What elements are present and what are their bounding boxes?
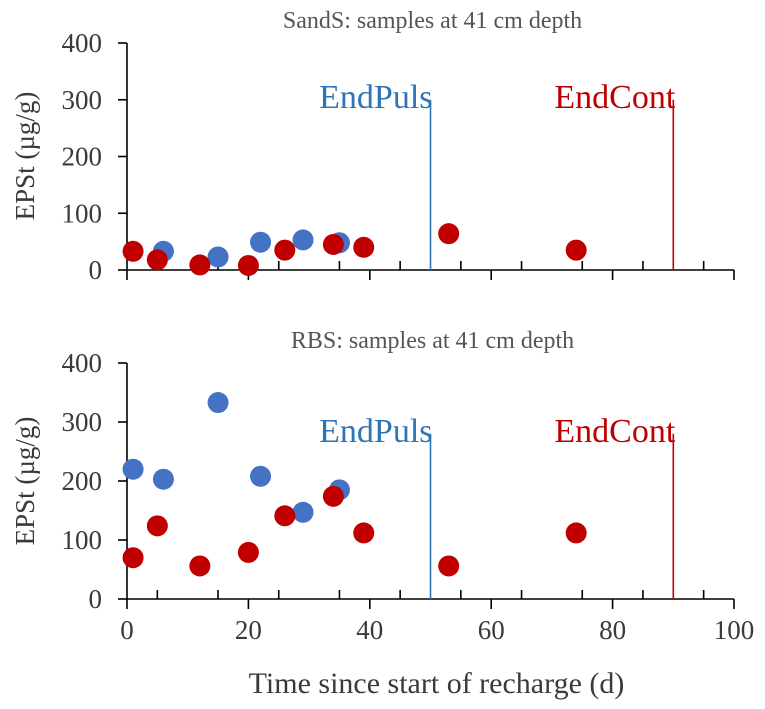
panel1-point-red (122, 240, 144, 262)
panel1-title: SandS: samples at 41 cm depth (283, 8, 582, 34)
panel2-point-red (438, 555, 460, 577)
panel2-point-red (274, 505, 296, 527)
panel2-x-tick-label: 80 (599, 615, 626, 645)
panel1-vline-label-endpuls: EndPuls (319, 79, 432, 116)
panel1-point-blue (207, 246, 229, 268)
panel2-point-red (189, 555, 211, 577)
panel2-title: RBS: samples at 41 cm depth (291, 328, 574, 354)
panel2-x-tick-label: 20 (235, 615, 262, 645)
panel2-point-red (122, 547, 144, 569)
panel2-point-red (565, 522, 587, 544)
panel2-x-axis-label: Time since start of recharge (d) (249, 667, 625, 700)
panel2-point-red (322, 485, 344, 507)
panel2-point-red (237, 541, 259, 563)
panel2-y-tick-label: 0 (89, 584, 103, 614)
panel2-y-axis-label: EPSt (µg/g) (10, 417, 40, 546)
panel1-point-red (322, 233, 344, 255)
panel2-y-tick-label: 100 (62, 525, 103, 555)
panel2-point-blue (152, 468, 174, 490)
panel1-y-tick-label: 200 (62, 142, 103, 172)
panel1-point-blue (250, 231, 272, 253)
panel1-point-red (189, 254, 211, 276)
panel1-point-red (237, 254, 259, 276)
panel2-y-tick-label: 400 (62, 348, 103, 378)
panel1-y-tick-label: 300 (62, 85, 103, 115)
panel1-y-tick-label: 400 (62, 28, 103, 58)
panel1-point-red (565, 239, 587, 261)
panel2-point-red (353, 522, 375, 544)
panel1-point-red (438, 223, 460, 245)
panel1-point-red (274, 239, 296, 261)
panel2-x-tick-label: 100 (714, 615, 755, 645)
panel2-vline-label-endcont: EndCont (554, 413, 675, 450)
panel1-point-red (353, 236, 375, 258)
panel1-y-tick-label: 100 (62, 198, 103, 228)
panel1-point-red (146, 249, 168, 271)
panel2-point-blue (250, 465, 272, 487)
panel2-vline-label-endpuls: EndPuls (319, 413, 432, 450)
panel2-point-blue (292, 501, 314, 523)
panel1-y-tick-label: 0 (89, 255, 103, 285)
panel2-point-red (146, 515, 168, 537)
panel2-y-tick-label: 200 (62, 466, 103, 496)
panel2-x-tick-label: 60 (478, 615, 505, 645)
panel1-vline-label-endcont: EndCont (554, 79, 675, 116)
panel1-point-blue (292, 229, 314, 251)
panel2-y-tick-label: 300 (62, 407, 103, 437)
panel2-x-tick-label: 0 (120, 615, 134, 645)
panel1-y-axis-label: EPSt (µg/g) (10, 92, 40, 221)
panel2-point-blue (122, 458, 144, 480)
panel2-x-tick-label: 40 (356, 615, 383, 645)
panel2-point-blue (207, 392, 229, 414)
